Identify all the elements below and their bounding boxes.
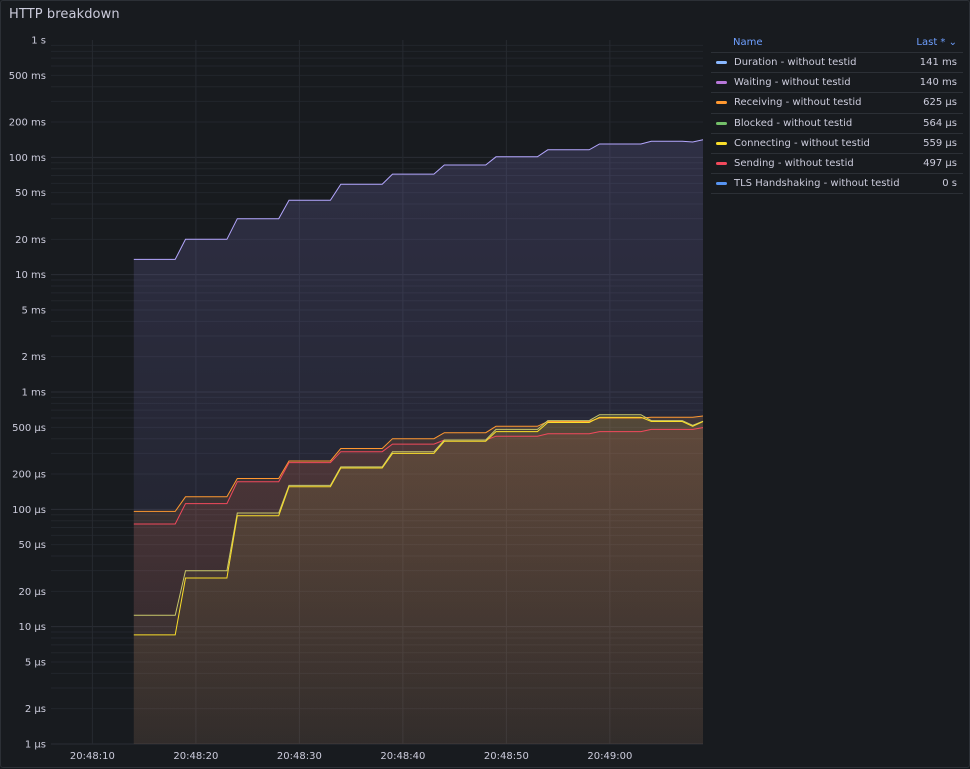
series-color-swatch	[716, 81, 727, 85]
legend-item-name: Connecting - without testid	[734, 137, 870, 149]
legend-table: Name Last * ⌄ Duration - without testid 1…	[711, 33, 963, 195]
series-color-swatch	[716, 182, 727, 186]
legend-item-last-value: 497 µs	[923, 158, 957, 170]
series-lines	[133, 139, 704, 636]
x-tick-label: 20:48:30	[277, 751, 322, 762]
series-line[interactable]	[133, 415, 704, 512]
legend-item-last-value: 141 ms	[919, 57, 957, 69]
series-color-swatch	[716, 121, 727, 125]
x-tick-label: 20:48:40	[380, 751, 425, 762]
series-line[interactable]	[133, 427, 704, 525]
y-tick-label: 2 ms	[22, 352, 47, 363]
y-tick-label: 5 ms	[22, 305, 47, 316]
legend-item-last-value: 0 s	[942, 178, 957, 190]
legend-header: Name Last * ⌄	[711, 33, 963, 53]
legend-item[interactable]: Blocked - without testid 564 µs	[711, 114, 963, 134]
y-tick-label: 10 ms	[15, 270, 46, 281]
legend-item-name: Waiting - without testid	[734, 77, 851, 89]
legend-item[interactable]: Connecting - without testid 559 µs	[711, 134, 963, 154]
series-fills	[133, 139, 704, 745]
y-tick-label: 1 ms	[22, 388, 47, 399]
series-line[interactable]	[133, 414, 704, 616]
legend-item-last-value: 140 ms	[919, 77, 957, 89]
legend-item[interactable]: Sending - without testid 497 µs	[711, 154, 963, 175]
series-line[interactable]	[133, 416, 704, 636]
legend-last-sort-header[interactable]: Last * ⌄	[916, 37, 957, 48]
legend-item-name: Sending - without testid	[734, 158, 854, 170]
series-color-swatch	[716, 162, 727, 166]
legend-item-last-value: 564 µs	[923, 117, 957, 129]
legend-name-header[interactable]: Name	[733, 37, 763, 48]
y-tick-label: 20 µs	[19, 587, 46, 598]
legend-item[interactable]: Waiting - without testid 140 ms	[711, 73, 963, 94]
y-tick-label: 10 µs	[19, 622, 46, 633]
y-tick-label: 200 µs	[12, 470, 46, 481]
legend-item-name: Receiving - without testid	[734, 97, 862, 109]
y-tick-label: 500 µs	[12, 423, 46, 434]
series-line[interactable]	[133, 139, 704, 260]
y-tick-label: 100 µs	[12, 505, 46, 516]
legend-item[interactable]: TLS Handshaking - without testid 0 s	[711, 174, 963, 195]
y-tick-label: 1 µs	[25, 740, 46, 751]
legend-item[interactable]: Duration - without testid 141 ms	[711, 53, 963, 74]
y-axis-labels: 1 s 500 ms 200 ms 100 ms 50 ms 20 ms 10 ms 5 ms…	[9, 36, 46, 751]
legend-rows: Duration - without testid 141 ms Waiting -…	[711, 53, 963, 195]
legend-item-last-value: 559 µs	[923, 137, 957, 149]
panel-title[interactable]: HTTP breakdown	[9, 7, 120, 22]
legend-item-name: TLS Handshaking - without testid	[734, 178, 900, 190]
series-color-swatch	[716, 141, 727, 145]
x-tick-label: 20:48:20	[173, 751, 218, 762]
y-tick-label: 50 ms	[15, 188, 46, 199]
legend-item-name: Duration - without testid	[734, 57, 857, 69]
x-tick-label: 20:48:10	[70, 751, 115, 762]
series-color-swatch	[716, 61, 727, 65]
y-tick-label: 100 ms	[9, 153, 46, 164]
legend-item-name: Blocked - without testid	[734, 117, 853, 129]
x-axis-labels: 20:48:10 20:48:20 20:48:30 20:48:40 20:48:50…	[70, 751, 632, 762]
y-tick-label: 200 ms	[9, 118, 46, 129]
legend-item-last-value: 625 µs	[923, 97, 957, 109]
y-tick-label: 1 s	[31, 36, 46, 47]
y-tick-label: 5 µs	[25, 657, 46, 668]
y-tick-label: 50 µs	[19, 540, 46, 551]
x-tick-label: 20:48:50	[484, 751, 529, 762]
y-tick-label: 500 ms	[9, 71, 46, 82]
y-tick-label: 20 ms	[15, 235, 46, 246]
x-tick-label: 20:49:00	[587, 751, 632, 762]
series-color-swatch	[716, 101, 727, 105]
legend-item[interactable]: Receiving - without testid 625 µs	[711, 93, 963, 114]
y-tick-label: 2 µs	[25, 704, 46, 715]
series-area	[133, 417, 704, 744]
